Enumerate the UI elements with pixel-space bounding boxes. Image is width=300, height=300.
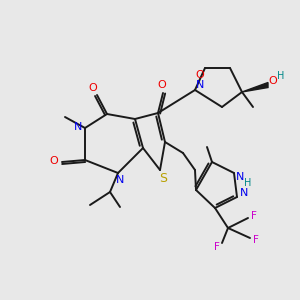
Text: N: N — [196, 80, 204, 90]
Text: O: O — [158, 80, 166, 90]
Text: F: F — [214, 242, 220, 252]
Text: H: H — [277, 71, 285, 81]
Text: F: F — [251, 211, 257, 221]
Text: N: N — [240, 188, 248, 198]
Text: N: N — [74, 122, 82, 132]
Text: N: N — [116, 175, 124, 185]
Text: O: O — [196, 70, 204, 80]
Text: N: N — [236, 172, 244, 182]
Text: O: O — [50, 156, 58, 166]
Text: H: H — [244, 178, 252, 188]
Text: O: O — [88, 83, 98, 93]
Text: O: O — [268, 76, 278, 86]
Text: S: S — [159, 172, 167, 185]
Text: F: F — [253, 235, 259, 245]
Polygon shape — [242, 82, 268, 92]
